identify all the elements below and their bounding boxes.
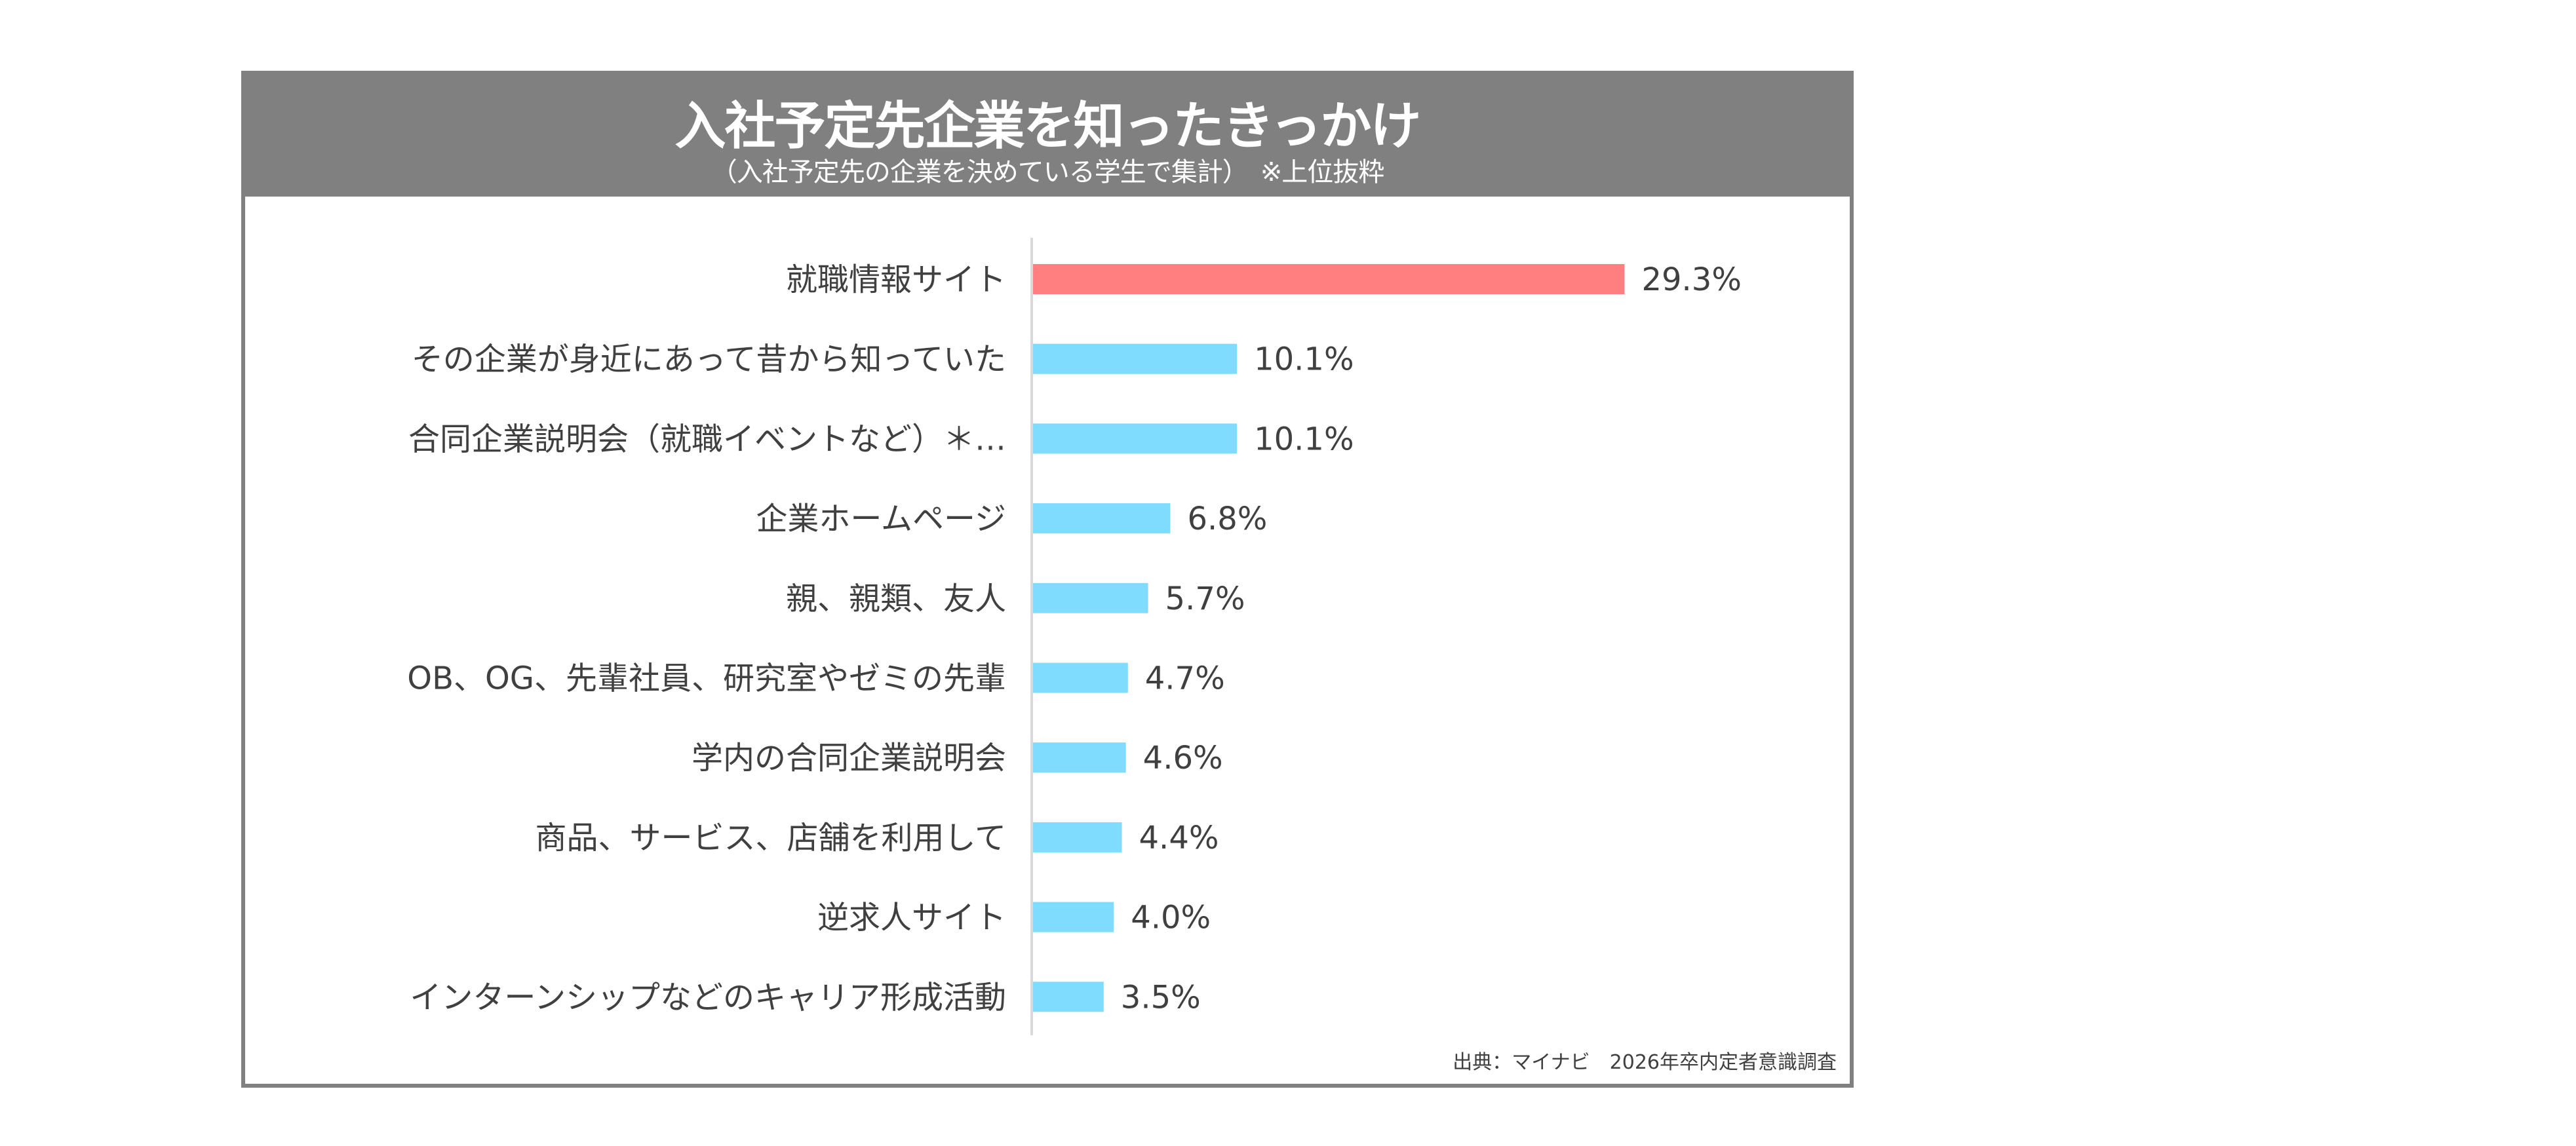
bar bbox=[1033, 343, 1238, 374]
bar bbox=[1033, 503, 1171, 534]
category-label: 合同企業説明会（就職イベントなど）＊… bbox=[408, 421, 1006, 457]
category-label: 商品、サービス、店舗を利用して bbox=[535, 820, 1006, 856]
value-label: 10.1% bbox=[1254, 341, 1354, 378]
bar bbox=[1033, 742, 1126, 773]
value-label: 29.3% bbox=[1641, 261, 1741, 298]
category-label: OB、OG、先輩社員、研究室やゼミの先輩 bbox=[407, 660, 1006, 697]
category-label: 逆求人サイト bbox=[817, 900, 1006, 936]
value-label: 4.6% bbox=[1143, 740, 1223, 776]
chart-title: 入社予定先企業を知ったきっかけ bbox=[674, 97, 1422, 156]
bar bbox=[1033, 264, 1625, 294]
bar bbox=[1033, 822, 1122, 852]
bar bbox=[1033, 662, 1128, 693]
bar bbox=[1033, 902, 1114, 932]
value-label: 6.8% bbox=[1187, 501, 1267, 537]
value-label: 3.5% bbox=[1121, 979, 1201, 1016]
value-label: 5.7% bbox=[1165, 581, 1245, 617]
category-label: インターンシップなどのキャリア形成活動 bbox=[410, 979, 1006, 1016]
value-label: 4.0% bbox=[1131, 900, 1211, 936]
value-label: 4.7% bbox=[1145, 660, 1225, 697]
bar bbox=[1033, 583, 1148, 613]
chart-header: 入社予定先企業を知ったきっかけ （入社予定先の企業を決めている学生で集計） ※上… bbox=[241, 71, 1854, 197]
chart-subtitle: （入社予定先の企業を決めている学生で集計） ※上位抜粋 bbox=[711, 157, 1385, 187]
category-label: その企業が身近にあって昔から知っていた bbox=[412, 341, 1006, 378]
category-label: 学内の合同企業説明会 bbox=[692, 740, 1006, 776]
value-label: 10.1% bbox=[1254, 421, 1354, 457]
category-label: 親、親類、友人 bbox=[786, 581, 1006, 617]
source-note: 出典：マイナビ 2026年卒内定者意識調査 bbox=[1453, 1051, 1837, 1074]
value-label: 4.4% bbox=[1139, 820, 1219, 856]
category-label: 就職情報サイト bbox=[786, 261, 1006, 298]
bar bbox=[1033, 982, 1104, 1012]
bar bbox=[1033, 423, 1238, 454]
category-label: 企業ホームページ bbox=[756, 501, 1006, 537]
chart-frame bbox=[241, 71, 1854, 1088]
